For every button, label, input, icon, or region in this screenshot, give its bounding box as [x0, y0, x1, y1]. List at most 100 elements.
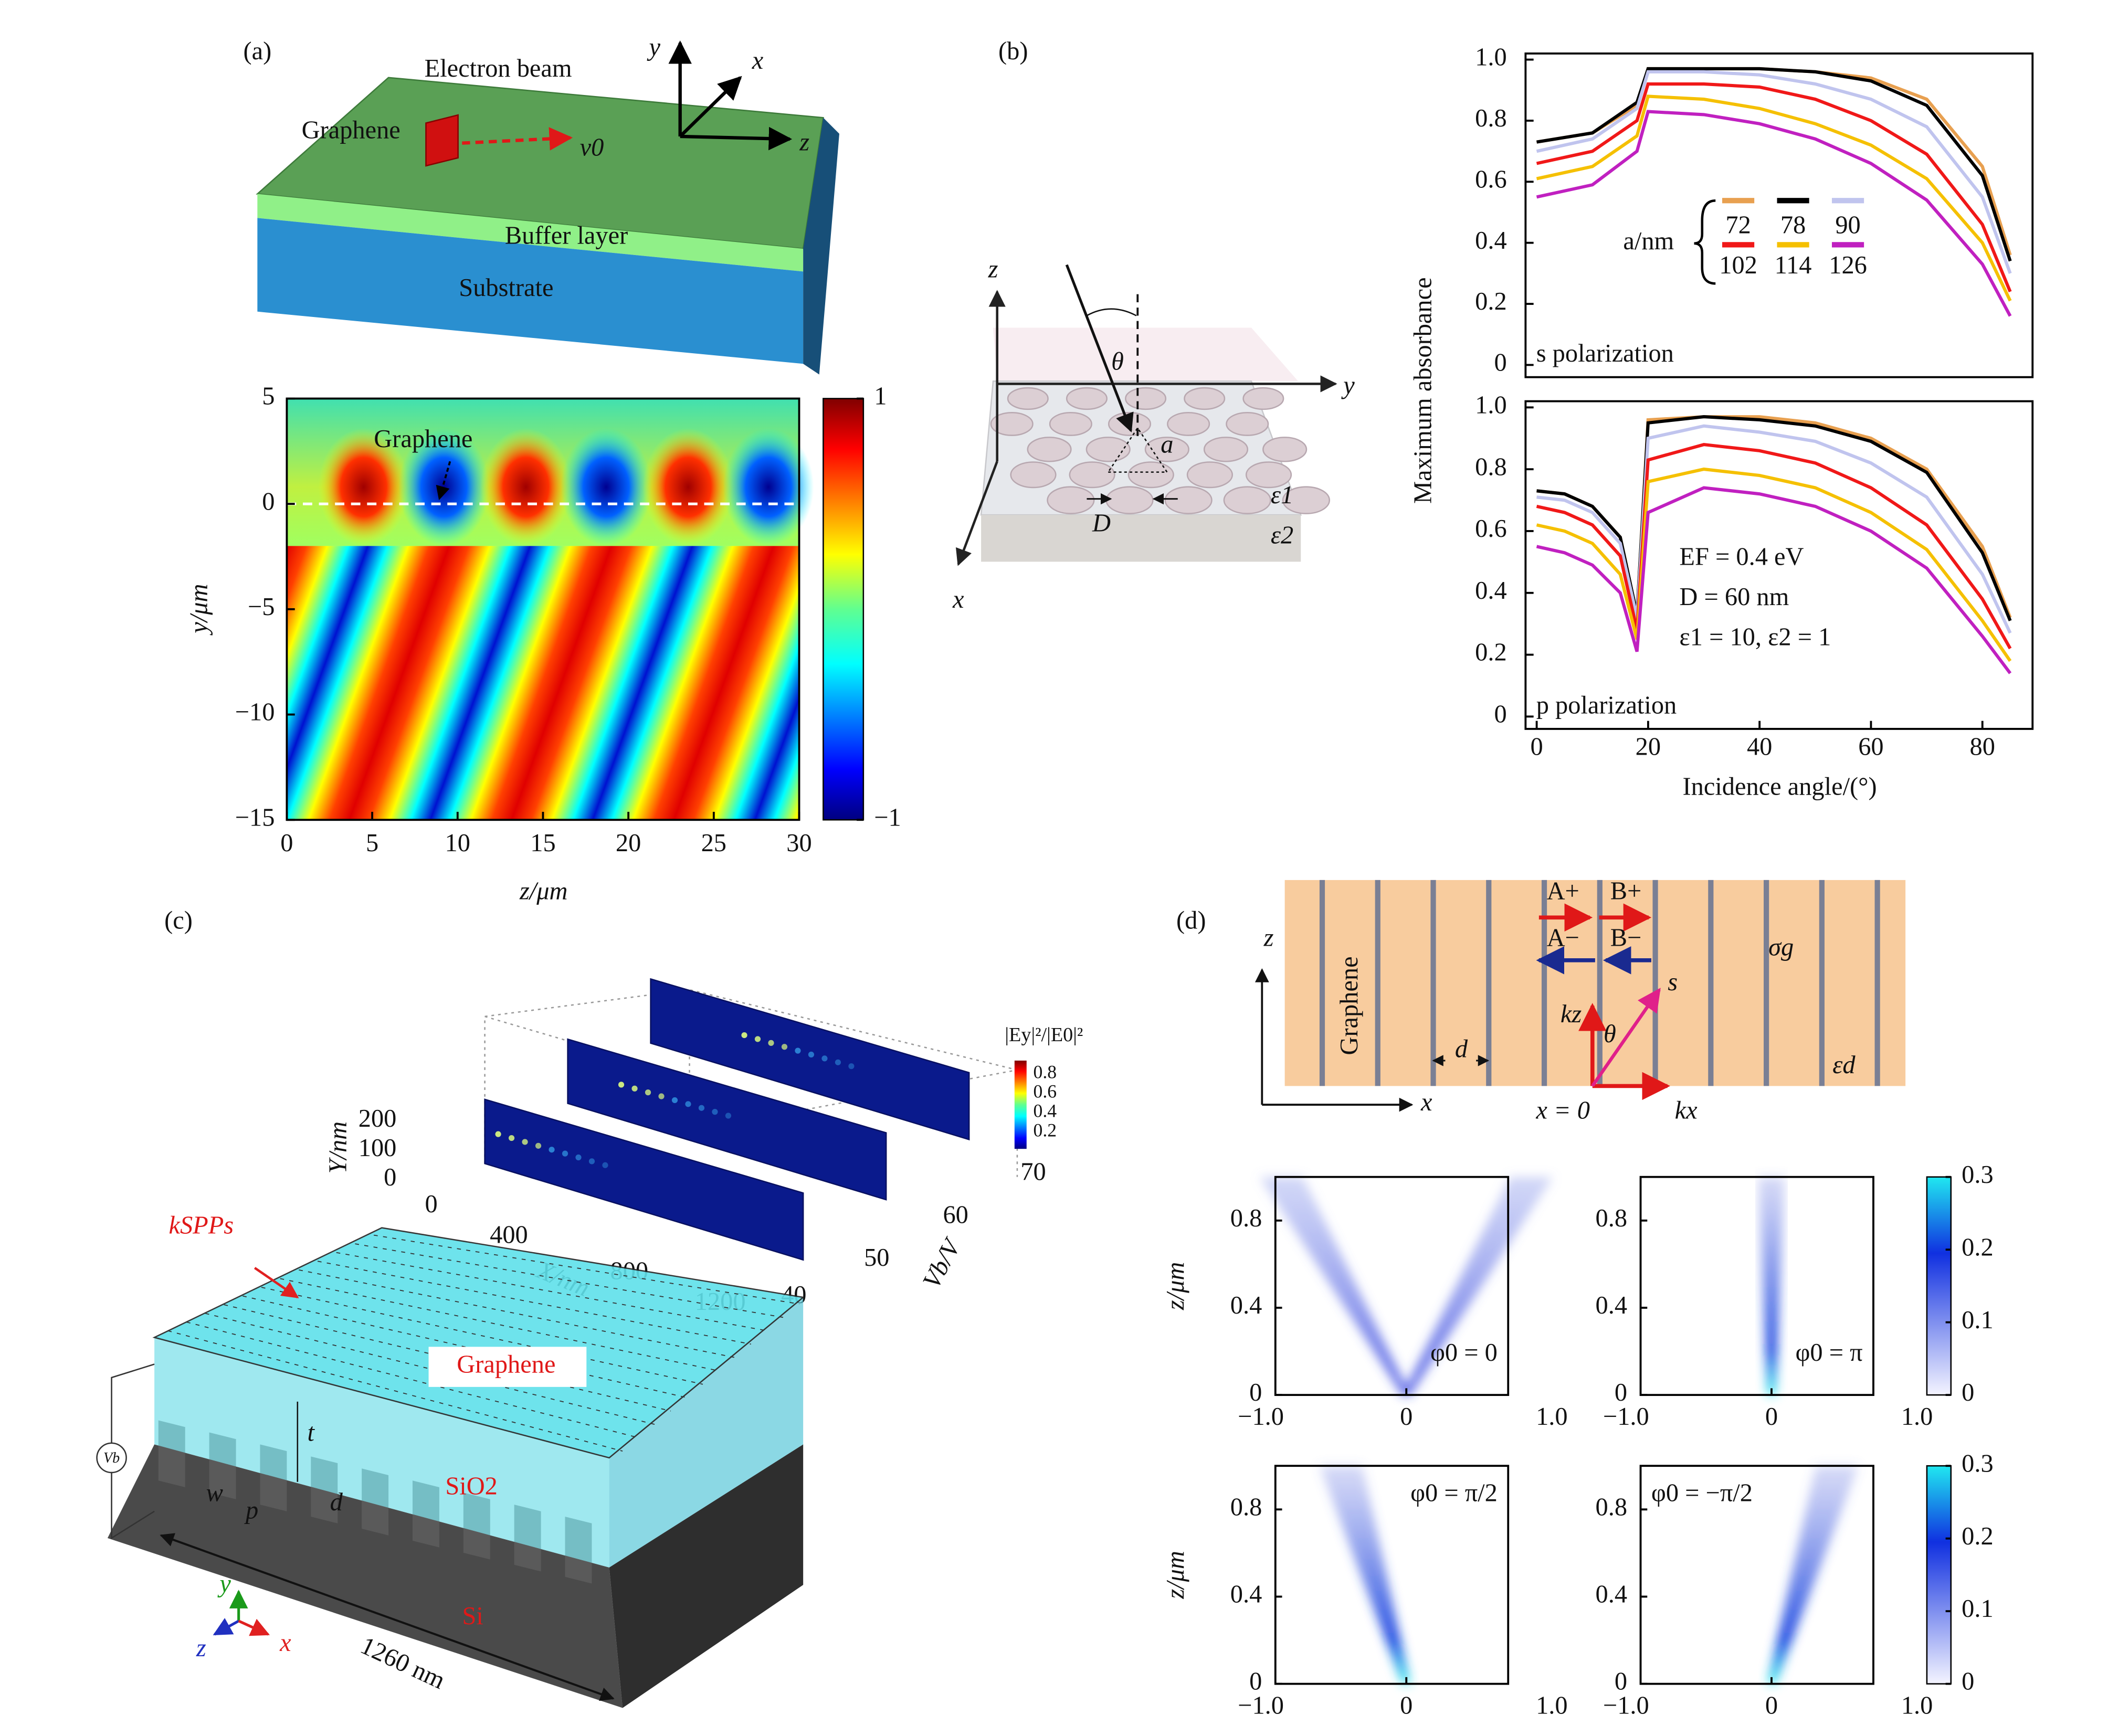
substrate-side: [803, 118, 839, 375]
data-line: [1536, 70, 2012, 274]
annotation: A−: [1547, 924, 1579, 952]
beam: [1319, 1466, 1410, 1684]
colorbar-tick-label: −1: [874, 803, 901, 831]
z-axis-label: Vb/V: [918, 1233, 967, 1293]
hole: [1262, 437, 1308, 462]
annotation: εd: [1832, 1051, 1856, 1079]
arrow: [955, 461, 998, 566]
annotation: D = 60 nm: [1679, 583, 1789, 611]
hole: [1184, 387, 1226, 410]
lattice-row: [261, 1287, 703, 1385]
y-tick-label: 0.4: [1596, 1581, 1628, 1608]
y-tick-label: −15: [235, 803, 275, 831]
annotation: z: [1263, 924, 1274, 952]
y-tick-label: 1.0: [1475, 44, 1507, 71]
colorbar-label: |Ey|²/|E0|²: [1005, 1024, 1083, 1046]
legend-brace: [1694, 199, 1716, 285]
colorbar-tick-label: 0: [1962, 1379, 1974, 1406]
annotation: Vb: [103, 1450, 120, 1466]
hot-spot: [821, 1055, 828, 1062]
hole: [1049, 411, 1092, 436]
legend-label: 72: [1725, 211, 1751, 239]
z-tick-label: 60: [943, 1201, 968, 1229]
plot-frame: [1524, 52, 2034, 378]
lattice-row: [317, 1261, 751, 1345]
hole: [1226, 411, 1269, 436]
x-tick-label: −1.0: [1603, 1692, 1649, 1720]
colorbar: [823, 398, 865, 821]
angle-arc: [1086, 308, 1137, 316]
y-tick-label: 100: [359, 1134, 397, 1162]
colorbar-tick-label: 0.2: [1033, 1120, 1057, 1141]
field-lobe: [642, 428, 734, 546]
colorbar-tick-label: 0.1: [1962, 1595, 1994, 1623]
data-line: [1536, 486, 2012, 674]
plot-frame: [1639, 1465, 1874, 1685]
beam-group: [1260, 1177, 1553, 1395]
field-lobe: [561, 428, 652, 546]
beam-group: [1767, 1466, 1859, 1684]
y-tick-label: 0.4: [1230, 1292, 1262, 1319]
colorbar-tick-label: 0.8: [1033, 1062, 1057, 1083]
silicon-side: [609, 1444, 804, 1708]
panel-label: (d): [1176, 907, 1206, 935]
annotation: D: [1092, 510, 1111, 537]
hole: [1127, 461, 1174, 489]
y-tick-label: 0: [1249, 1379, 1262, 1406]
y-axis-label: Maximum absorbance: [1409, 277, 1437, 504]
hole: [1010, 461, 1057, 489]
medium: [1284, 880, 1906, 1086]
arrow: [238, 1618, 270, 1636]
y-tick-label: 0.4: [1596, 1292, 1628, 1319]
hot-spot: [848, 1063, 855, 1070]
arrow: [1065, 264, 1134, 432]
y-tick-label: 0.2: [1475, 639, 1507, 666]
y-tick-label: 0.4: [1475, 577, 1507, 605]
y-tick-label: 0.4: [1475, 227, 1507, 255]
hole: [1144, 437, 1189, 462]
annotation: Graphene: [457, 1351, 555, 1379]
hot-spot: [588, 1158, 595, 1165]
hot-spot: [575, 1154, 582, 1161]
arrow: [462, 127, 573, 151]
hot-spot: [602, 1162, 608, 1168]
axis-label: z: [196, 1634, 206, 1662]
y-axis-label: z/μm: [1162, 1262, 1189, 1311]
hot-spot: [671, 1097, 678, 1104]
x-tick-label: 20: [616, 829, 641, 857]
z-tick-label: 70: [1020, 1158, 1046, 1186]
panel-label: (a): [243, 37, 271, 65]
field-plane: [650, 978, 970, 1141]
hole: [1282, 486, 1331, 514]
colorbar-tick-label: 0.6: [1033, 1081, 1057, 1102]
y-tick-label: 0.6: [1475, 515, 1507, 543]
legend-title: a/nm: [1623, 227, 1674, 255]
x-tick-label: 0: [1400, 1403, 1413, 1431]
x-tick-label: 80: [1970, 733, 1995, 760]
annotation: t: [308, 1419, 315, 1447]
y-tick-label: 0.8: [1230, 1204, 1262, 1232]
x-tick-label: 5: [366, 829, 378, 857]
hot-spot: [712, 1108, 718, 1115]
annotation: θ: [1604, 1020, 1616, 1048]
y-tick-label: 0: [262, 488, 275, 515]
x-tick-label: 1.0: [1536, 1692, 1568, 1720]
y-tick-label: 0.6: [1475, 165, 1507, 193]
colorbar: [1926, 1176, 1952, 1396]
lattice-row: [355, 1243, 784, 1318]
buffer-layer: [257, 194, 804, 272]
y-tick-label: 0.8: [1596, 1204, 1628, 1232]
annotation: ε1 = 10, ε2 = 1: [1679, 623, 1831, 651]
plot-frame: [1639, 1176, 1874, 1396]
beam: [1767, 1466, 1859, 1684]
annotation: d: [1455, 1035, 1468, 1063]
annotation: φ0 = π/2: [1410, 1479, 1498, 1507]
beam-group: [1319, 1466, 1410, 1684]
hot-spot: [685, 1101, 691, 1107]
y-tick-label: 0: [1615, 1668, 1627, 1696]
y-tick-label: 0.2: [1475, 288, 1507, 315]
x-tick-label: 0: [1530, 733, 1543, 760]
y-tick-label: 0: [1249, 1668, 1262, 1696]
data-line: [1536, 67, 2012, 256]
y-tick-label: 0.8: [1230, 1493, 1262, 1521]
